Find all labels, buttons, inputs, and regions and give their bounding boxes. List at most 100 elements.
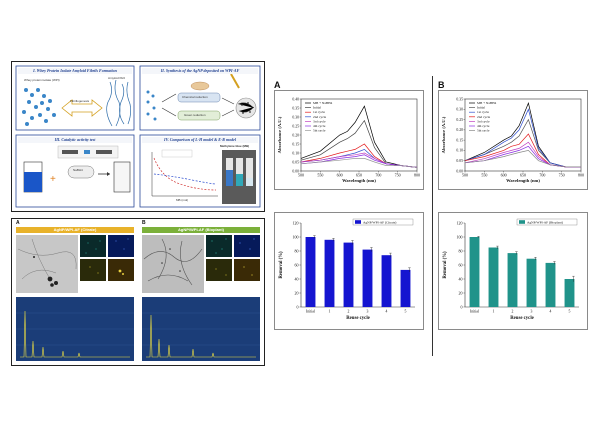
panel-a-letter-tem: A: [16, 220, 20, 226]
y-tick-label: 0: [461, 304, 463, 309]
bar-0: [469, 237, 480, 307]
schematic-figure: + I. Whey Protein Isolate Amyloid Fibril…: [11, 61, 265, 212]
legend-box: [352, 218, 414, 226]
x-tick-label: 600: [337, 173, 343, 178]
category-label-5: 5: [405, 310, 407, 314]
x-axis-label: Reuse cycle: [510, 316, 534, 321]
tem-eds-figure: A B AgNP/WPI-AF (Citrate) AgNP/WPI-AF (B…: [11, 218, 265, 366]
x-tick-label: 500: [298, 173, 304, 178]
box-2-title: II. Synthesis of the AgNP deposited on W…: [142, 68, 258, 74]
panel-b-letter-tem: B: [142, 220, 146, 226]
legend-label-1: Initial: [313, 106, 321, 110]
tem-eds-art: [16, 235, 260, 361]
x-tick-label: 700: [375, 173, 381, 178]
series-line-6: [300, 158, 418, 168]
y-axis-label: Removal (%): [443, 251, 448, 279]
y-tick-label: 0.10: [456, 149, 463, 153]
legend-label-4: 3rd cycle: [477, 119, 490, 123]
bar-5: [400, 269, 411, 307]
y-axis-label: Removal (%): [279, 251, 284, 279]
x-axis-label: Wavelength (nm): [342, 178, 376, 183]
box-3-title: III. Catalytic activity test: [18, 137, 132, 143]
y-tick-label: 40: [295, 276, 299, 281]
green-reduction-label: Green reduction: [184, 113, 206, 117]
bar-4: [381, 255, 392, 307]
category-label-4: 4: [550, 310, 552, 314]
x-tick-label: 650: [520, 173, 526, 178]
x-tick-label: 800: [414, 173, 420, 178]
bar-2: [343, 242, 354, 307]
y-tick-label: 60: [295, 262, 299, 267]
y-tick-label: 40: [459, 276, 463, 281]
category-label-2: 2: [348, 310, 350, 314]
y-tick-label: 100: [457, 234, 463, 239]
category-label-5: 5: [569, 310, 571, 314]
legend-label-3: 2nd cycle: [477, 115, 491, 119]
bar-3: [362, 249, 373, 307]
x-tick-label: 650: [356, 173, 362, 178]
removal-chart-b: 0 20 40 60 80 100 120 Initial 1 2 3 4 5 Reuse cycle Re…: [438, 212, 588, 330]
x-tick-label: 800: [578, 173, 584, 178]
legend-label-6: 5th cycle: [313, 129, 326, 133]
methylene-blue-label: Methylene blue (MB): [220, 144, 250, 148]
bar-2: [507, 253, 518, 307]
removal-chart-a-svg: 0 20 40 60 80 100 120 Initial 1 2 3 4 5 Reuse cycle Re…: [279, 218, 415, 321]
legend-label-0: MB + NaBH4: [477, 101, 497, 105]
fibrillogenesis-label: Fibrillogenesis: [70, 99, 90, 103]
x-tick-label: 700: [539, 173, 545, 178]
y-tick-label: 20: [459, 290, 463, 295]
category-label-3: 3: [531, 310, 533, 314]
y-tick-label: 0.00: [456, 169, 463, 173]
y-tick-label: 80: [459, 248, 463, 253]
y-tick-label: 0.35: [292, 106, 299, 110]
y-tick-label: 100: [293, 234, 299, 239]
legend-swatch: [355, 220, 361, 224]
panel-b-letter: B: [438, 80, 445, 90]
y-tick-label: 0.30: [456, 108, 463, 112]
y-tick-label: 0.15: [456, 138, 463, 142]
y-tick-label: 0.00: [292, 169, 299, 173]
y-tick-label: 0.40: [292, 97, 299, 101]
legend-label-2: 1st cycle: [313, 110, 325, 114]
bar-4: [545, 262, 556, 307]
x-tick-label: 500: [462, 173, 468, 178]
y-tick-label: 0.25: [292, 124, 299, 128]
category-label-3: 3: [367, 310, 369, 314]
category-label-1: 1: [329, 310, 331, 314]
category-label-1: 1: [493, 310, 495, 314]
y-tick-label: 0.20: [456, 128, 463, 132]
y-tick-label: 80: [295, 248, 299, 253]
protein-particles: [22, 88, 56, 126]
legend-box: [516, 218, 578, 226]
y-tick-label: 0.05: [456, 159, 463, 163]
y-tick-label: 120: [293, 220, 299, 225]
amyloid-fibrils: [106, 79, 132, 127]
y-tick-label: 0: [297, 304, 299, 309]
bar-3: [526, 258, 537, 307]
legend-label-6: 5th cycle: [477, 129, 490, 133]
synthesis-diagram: [146, 73, 257, 121]
nabh4-label: NaBH4: [73, 168, 83, 172]
legend-label-4: 3rd cycle: [313, 119, 326, 123]
y-tick-label: 0.20: [292, 133, 299, 137]
series-line-5: [300, 154, 418, 168]
x-tick-label: 750: [559, 173, 565, 178]
y-axis-label: Absorbance (A.U.): [441, 116, 446, 153]
category-label-0: Initial: [470, 310, 479, 314]
box-1-title: I. Whey Protein Isolate Amyloid Fibrils …: [18, 68, 132, 74]
model-xlabel: MB (mol): [176, 198, 189, 202]
y-tick-label: 0.35: [456, 97, 463, 101]
x-axis-label: Reuse cycle: [346, 316, 370, 321]
box-4-title: IV. Comparison of L-H model & E-R model: [142, 137, 258, 143]
legend-label-3: 2nd cycle: [313, 115, 327, 119]
x-tick-label: 550: [481, 173, 487, 178]
schematic-art: +: [15, 65, 261, 208]
bar-1: [488, 247, 499, 307]
bioplant-header-bar: AgNP/WPI-AF (Bioplant): [142, 227, 260, 233]
category-label-2: 2: [512, 310, 514, 314]
category-label-4: 4: [386, 310, 388, 314]
box-4-frame: [139, 134, 261, 208]
legend-swatch: [519, 220, 525, 224]
uv-vis-chart-b: 500 550 600 650 700 750 800 0.00 0.05 0.10 0.15 0.2…: [438, 90, 588, 190]
citrate-header-bar: AgNP/WPI-AF (Citrate): [16, 227, 134, 233]
